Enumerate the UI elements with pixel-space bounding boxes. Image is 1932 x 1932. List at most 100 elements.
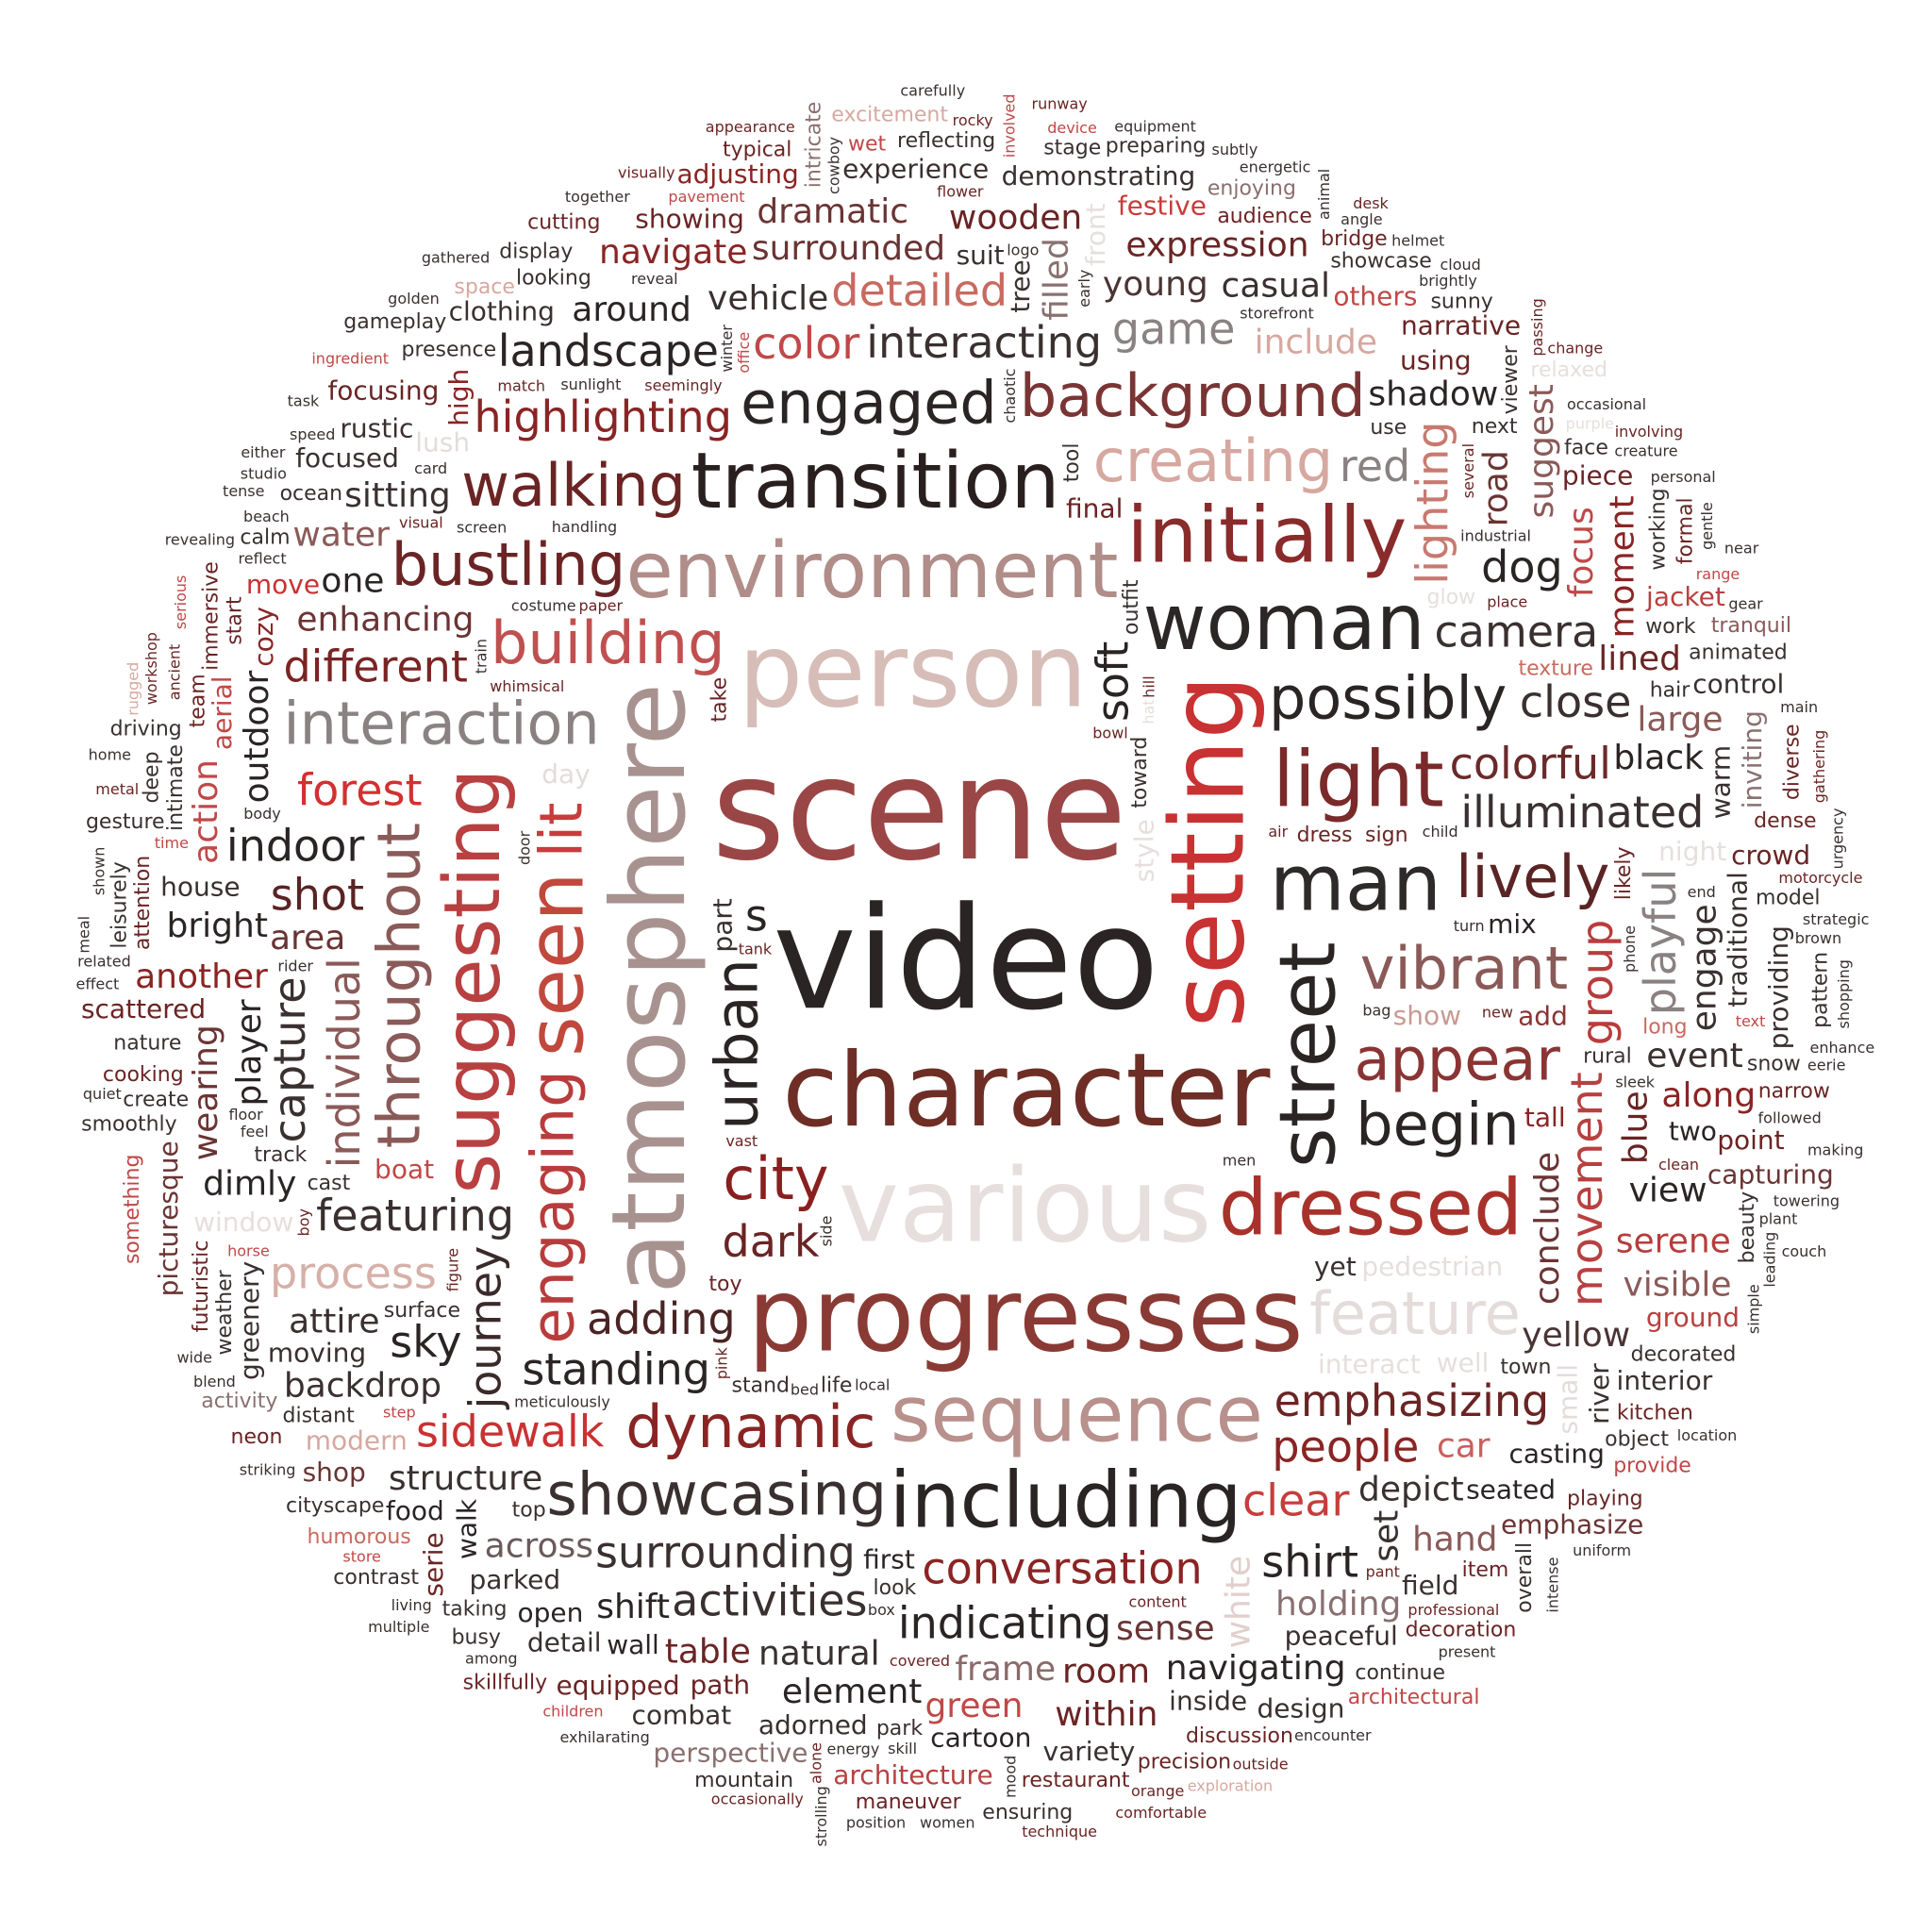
cloud-word: backdrop <box>284 1367 441 1406</box>
cloud-word: reflecting <box>897 129 995 153</box>
cloud-word: effect <box>76 975 120 993</box>
cloud-word: attire <box>289 1302 379 1341</box>
cloud-word: bag <box>1362 1002 1391 1020</box>
cloud-word: set <box>1367 1510 1406 1562</box>
cloud-word: looking <box>516 266 591 290</box>
cloud-word: working <box>1646 488 1670 570</box>
cloud-word: dog <box>1481 541 1563 592</box>
cloud-word: provide <box>1613 1455 1691 1478</box>
cloud-word: turn <box>1454 917 1485 935</box>
cloud-word: surrounding <box>595 1526 856 1577</box>
cloud-word: end <box>1688 883 1716 901</box>
cloud-word: text <box>1736 1012 1766 1030</box>
cloud-word: start <box>224 596 247 645</box>
cloud-word: vibrant <box>1360 934 1568 1003</box>
cloud-word: main <box>1780 698 1818 716</box>
cloud-word: revealing <box>165 531 235 549</box>
cloud-word: shopping <box>1835 959 1853 1028</box>
cloud-word: indicating <box>898 1597 1112 1648</box>
cloud-word: lit <box>526 803 595 858</box>
cloud-word: making <box>1807 1141 1863 1159</box>
cloud-word: floor <box>228 1106 263 1124</box>
cloud-word: toward <box>1128 737 1152 808</box>
cloud-word: black <box>1613 739 1704 777</box>
cloud-word: exploration <box>1188 1776 1273 1794</box>
cloud-word: occasional <box>1567 395 1646 413</box>
cloud-word: including <box>890 1456 1241 1545</box>
cloud-word: serie <box>418 1532 449 1596</box>
cloud-word: equipment <box>1114 117 1196 135</box>
cloud-word: occasionally <box>711 1790 804 1807</box>
cloud-word: providing <box>1763 925 1794 1049</box>
cloud-word: feel <box>241 1123 269 1141</box>
cloud-word: activities <box>672 1574 867 1625</box>
cloud-word: clean <box>1658 1156 1699 1174</box>
cloud-word: diverse <box>1780 724 1804 800</box>
cloud-word: people <box>1272 1421 1419 1472</box>
cloud-word: model <box>1756 887 1821 910</box>
cloud-word: dress <box>1297 824 1353 847</box>
cloud-word: followed <box>1758 1108 1822 1126</box>
cloud-word: uniform <box>1573 1541 1631 1559</box>
cloud-word: movement <box>1561 1072 1612 1307</box>
cloud-word: speed <box>290 425 335 443</box>
cloud-word: interior <box>1617 1365 1713 1396</box>
cloud-word: driving <box>110 718 182 741</box>
cloud-word: showcase <box>1330 250 1431 274</box>
cloud-word: using <box>1400 345 1472 376</box>
cloud-word: yellow <box>1522 1316 1630 1355</box>
cloud-word: formal <box>1674 497 1698 564</box>
cloud-word: interact <box>1318 1348 1421 1379</box>
cloud-word: landscape <box>498 325 719 376</box>
cloud-word: tool <box>1060 443 1084 483</box>
cloud-word: highlighting <box>475 391 732 442</box>
cloud-word: passing <box>1528 298 1546 356</box>
cloud-word: woman <box>1142 578 1424 668</box>
cloud-word: interaction <box>283 690 599 758</box>
cloud-word: capture <box>264 976 315 1142</box>
cloud-word: professional <box>1407 1601 1499 1619</box>
cloud-word: sign <box>1365 824 1407 847</box>
cloud-word: calm <box>240 526 290 550</box>
cloud-word: point <box>1717 1124 1784 1156</box>
cloud-word: wearing <box>187 1024 225 1160</box>
cloud-word: immersive <box>199 561 223 671</box>
cloud-word: peaceful <box>1285 1620 1398 1651</box>
cloud-word: among <box>465 1649 517 1667</box>
cloud-word: leisurely <box>108 861 132 948</box>
cloud-word: white <box>1219 1556 1257 1649</box>
cloud-word: taking <box>442 1598 508 1622</box>
cloud-word: front <box>1080 203 1111 266</box>
cloud-word: living <box>391 1596 432 1614</box>
cloud-word: ancient <box>166 644 184 700</box>
cloud-word: green <box>924 1687 1023 1725</box>
cloud-word: children <box>542 1703 603 1721</box>
cloud-word: include <box>1255 324 1377 362</box>
cloud-word: purple <box>1566 414 1614 432</box>
cloud-word: eerie <box>1807 1056 1846 1074</box>
cloud-word: road <box>1477 450 1516 526</box>
cloud-word: focus <box>1562 507 1601 597</box>
cloud-word: phone <box>1621 925 1639 973</box>
cloud-word: crowd <box>1731 840 1810 871</box>
cloud-word: angle <box>1341 210 1382 228</box>
cloud-word: visually <box>618 163 675 181</box>
cloud-word: blue <box>1617 1091 1656 1164</box>
cloud-word: tank <box>739 941 773 958</box>
cloud-word: industrial <box>1460 526 1531 544</box>
cloud-word: one <box>321 562 384 601</box>
cloud-word: discussion <box>1186 1724 1293 1748</box>
cloud-word: horse <box>227 1242 270 1260</box>
cloud-word: ocean <box>280 482 343 506</box>
cloud-word: casual <box>1222 266 1331 305</box>
cloud-word: neon <box>231 1425 283 1449</box>
cloud-word: city <box>723 1144 828 1213</box>
cloud-word: gesture <box>86 810 165 834</box>
cloud-word: boy <box>294 1208 312 1236</box>
cloud-word: engaged <box>741 368 997 437</box>
cloud-word: cartoon <box>930 1723 1031 1754</box>
cloud-word: game <box>1112 304 1236 355</box>
cloud-word: costume <box>511 596 576 614</box>
cloud-word: enhancing <box>296 601 474 640</box>
